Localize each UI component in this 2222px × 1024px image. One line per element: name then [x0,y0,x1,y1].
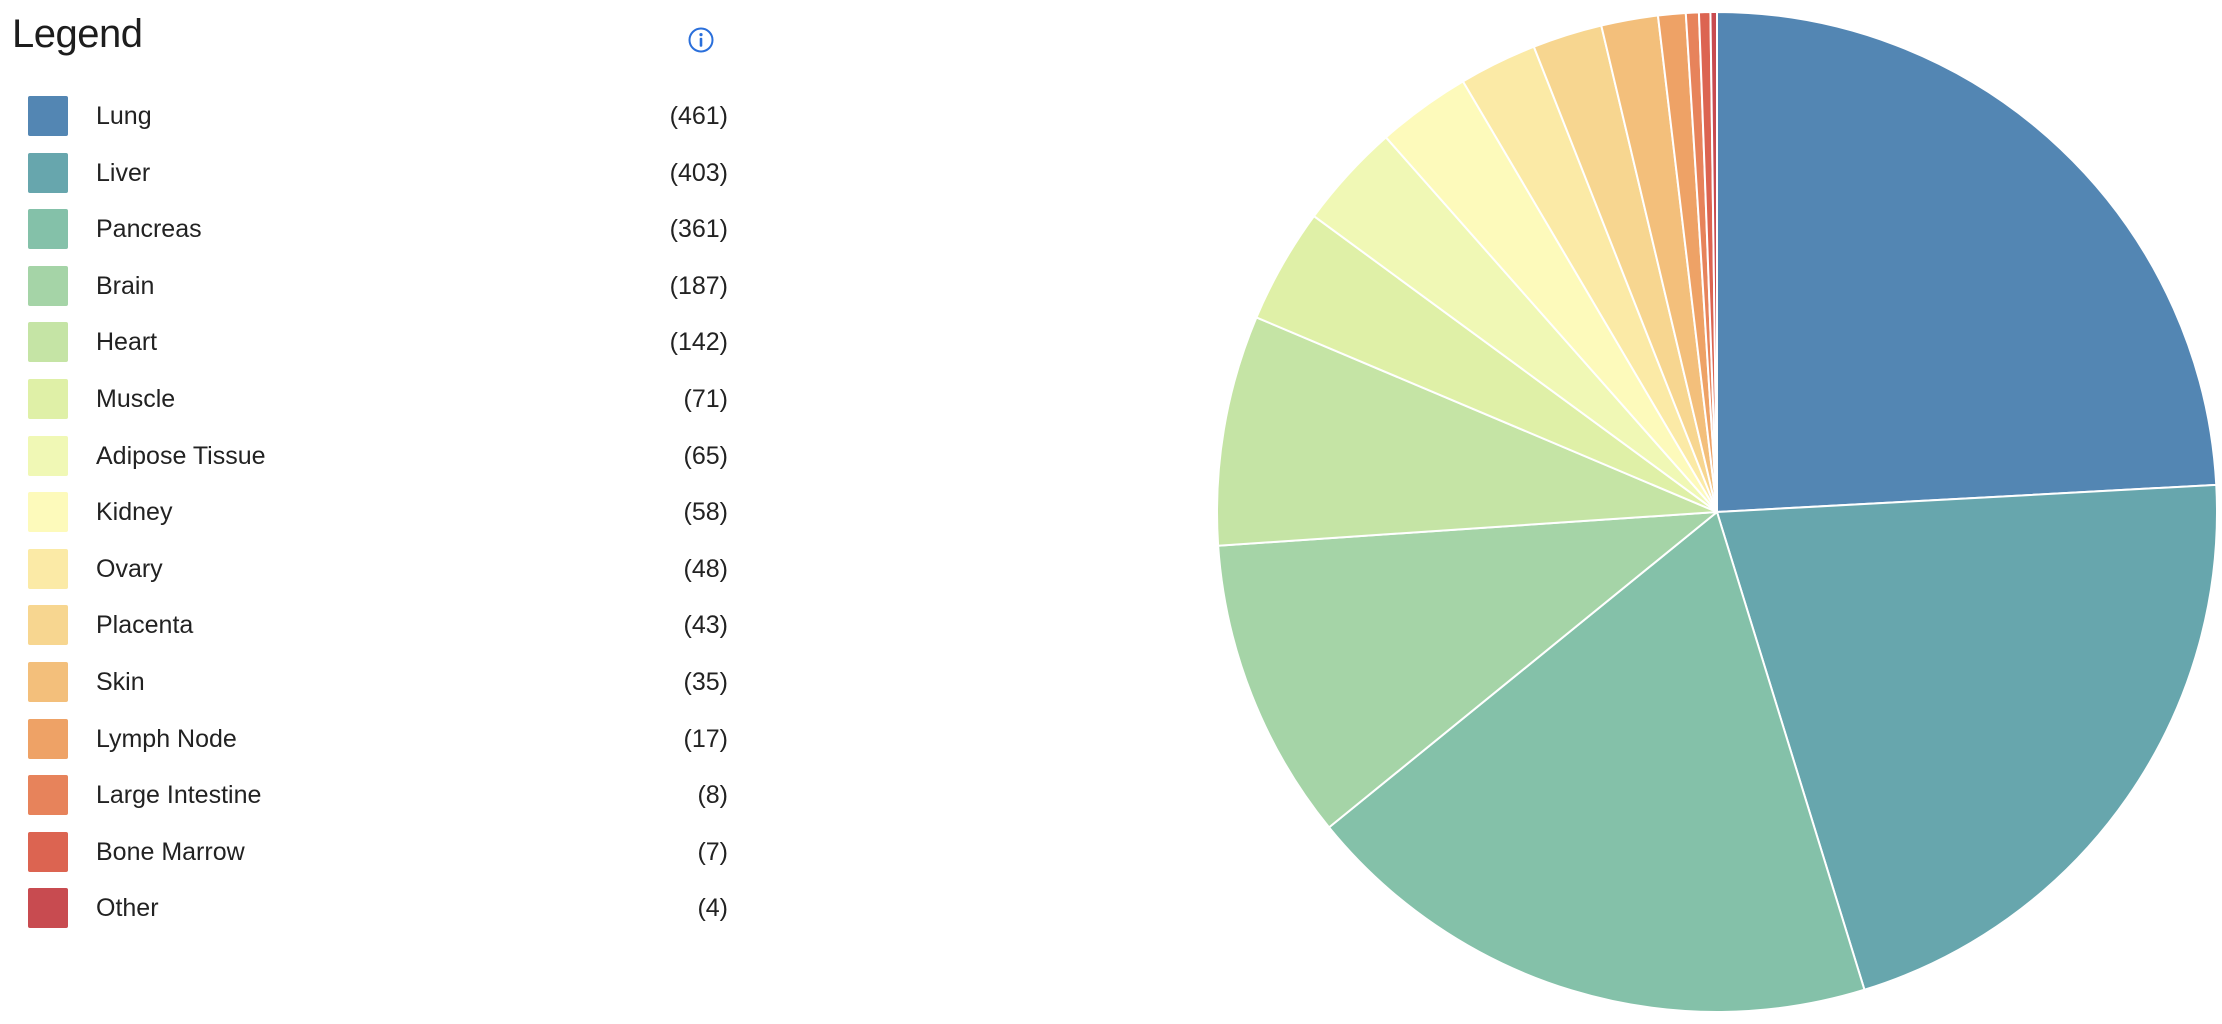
legend-swatch [28,378,68,419]
legend-item-count: (43) [683,611,728,640]
legend-title: Legend [12,12,143,56]
legend-item-count: (403) [669,158,728,187]
legend-swatch [28,718,68,759]
legend-item[interactable]: Lung (461) [28,96,728,153]
legend-swatch [28,605,68,646]
legend-swatch [28,435,68,476]
legend-item-label: Lymph Node [96,724,237,753]
legend-panel: Legend Lung (461) Liver (403) Pancreas (361) B… [12,0,728,1024]
legend-item[interactable]: Other (4) [28,888,728,945]
legend-item-label: Adipose Tissue [96,441,266,470]
legend-item[interactable]: Muscle (71) [28,378,728,436]
legend-item-count: (65) [683,441,728,470]
legend-item-count: (48) [683,554,728,583]
legend-swatch [28,152,68,193]
legend-item-label: Large Intestine [96,781,262,810]
legend-swatch [28,322,68,363]
pie-slice-liver[interactable] [1715,483,2218,992]
legend-swatch [28,888,68,929]
legend-swatch [28,265,68,306]
legend-list: Lung (461) Liver (403) Pancreas (361) Brain (18… [28,96,728,945]
legend-item-label: Heart [96,328,158,357]
legend-swatch [28,548,68,589]
pie-slice-brain[interactable] [1217,510,1721,829]
legend-item-label: Ovary [96,554,163,583]
legend-swatch [28,831,68,872]
legend-item-count: (461) [669,102,728,130]
legend-item-label: Pancreas [96,215,202,244]
pie-chart [1216,10,2218,1013]
legend-item[interactable]: Ovary (48) [28,548,728,606]
legend-item-count: (35) [683,667,728,696]
legend-swatch [28,96,68,136]
legend-item-count: (361) [669,215,728,244]
legend-item[interactable]: Liver (403) [28,152,728,210]
legend-swatch [28,661,68,702]
legend-item[interactable]: Brain (187) [28,265,728,323]
legend-item-count: (58) [683,498,728,527]
pie-slice-other[interactable] [1709,10,1718,513]
legend-item-count: (71) [683,384,728,413]
legend-item-count: (8) [697,781,728,810]
legend-item[interactable]: Adipose Tissue (65) [28,435,728,493]
legend-item-label: Muscle [96,384,176,413]
pie-slice-lung[interactable] [1716,10,2218,514]
legend-swatch [28,209,68,250]
legend-item-label: Kidney [96,498,173,527]
legend-item-label: Other [96,894,159,923]
legend-swatch [28,775,68,816]
legend-item-label: Bone Marrow [96,837,245,866]
pie-slice-heart[interactable] [1216,316,1718,547]
legend-item[interactable]: Placenta (43) [28,605,728,662]
legend-item-label: Skin [96,667,145,696]
legend-item-count: (4) [697,894,728,923]
pie-chart-area [1200,0,2222,1024]
legend-item[interactable]: Lymph Node (17) [28,718,728,776]
info-circle-icon[interactable] [687,26,715,54]
legend-item-count: (17) [683,724,728,753]
legend-item-count: (7) [697,837,728,866]
legend-item-label: Placenta [96,611,194,640]
legend-item[interactable]: Kidney (58) [28,492,728,549]
legend-item[interactable]: Large Intestine (8) [28,775,728,832]
legend-item[interactable]: Pancreas (361) [28,209,728,266]
legend-item[interactable]: Heart (142) [28,322,728,379]
pie-slice-pancreas[interactable] [1327,510,1866,1013]
legend-item-label: Brain [96,271,155,300]
legend-item-count: (142) [669,328,728,357]
legend-item[interactable]: Skin (35) [28,661,728,719]
legend-item-label: Lung [96,102,152,130]
legend-item-count: (187) [669,271,728,300]
legend-item[interactable]: Bone Marrow (7) [28,831,728,889]
legend-swatch [28,492,68,533]
legend-item-label: Liver [96,158,151,187]
